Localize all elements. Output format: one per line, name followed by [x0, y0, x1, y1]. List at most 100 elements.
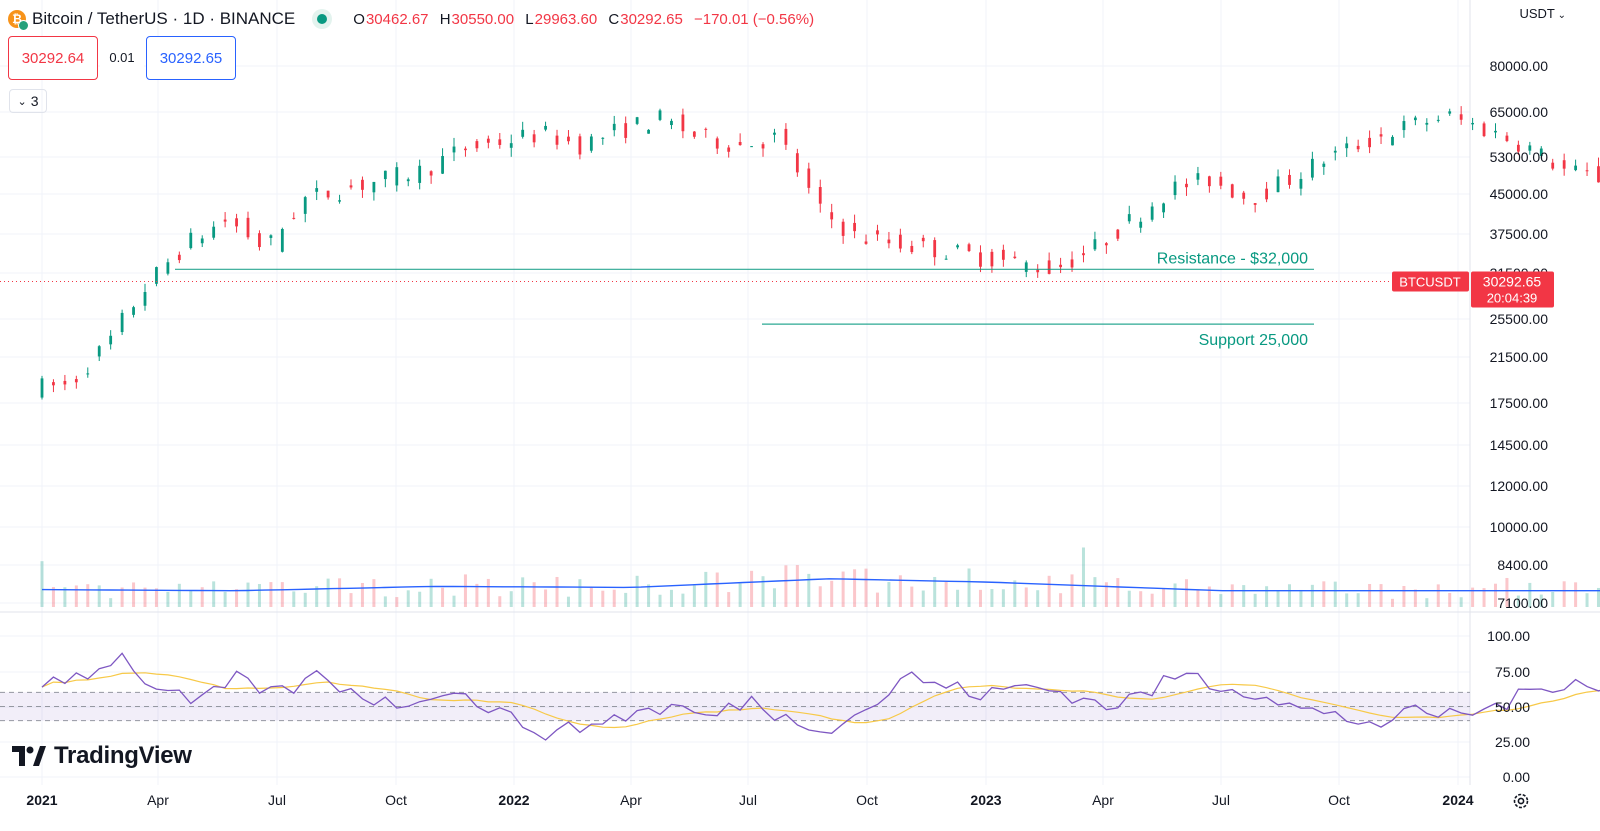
candle: [486, 135, 490, 149]
candle-body: [1471, 122, 1475, 125]
candle-body: [727, 147, 731, 152]
volume-bar: [1379, 584, 1383, 607]
candle-body: [372, 181, 376, 193]
gear-icon[interactable]: [1511, 791, 1531, 811]
candle-body: [635, 117, 639, 124]
candle: [86, 367, 90, 378]
candle-body: [1093, 239, 1097, 250]
candle: [1516, 140, 1520, 155]
volume-bar: [898, 575, 902, 607]
volume-bar: [303, 592, 307, 607]
volume-bar: [738, 583, 742, 607]
candle: [1207, 175, 1211, 193]
volume-bar: [669, 589, 673, 607]
candle-body: [1219, 176, 1223, 186]
candle-body: [1276, 176, 1280, 193]
candle: [853, 214, 856, 239]
candle: [109, 330, 113, 350]
volume-bar: [509, 591, 513, 607]
candle-body: [864, 241, 868, 244]
volume-bar: [338, 578, 342, 607]
candle-body: [1482, 123, 1486, 137]
candle-body: [670, 120, 673, 126]
grid: [0, 0, 1600, 785]
volume-bar: [1551, 592, 1555, 607]
candle: [395, 162, 399, 192]
candle-body: [1242, 192, 1246, 199]
candle-body: [509, 143, 513, 148]
candle-body: [1368, 137, 1371, 148]
candle-body: [795, 153, 799, 173]
volume-bar: [1024, 587, 1028, 607]
symbol-header[interactable]: ₿ Bitcoin / TetherUS · 1D · BINANCE O304…: [8, 6, 821, 32]
volume-bar: [761, 576, 765, 607]
candle-body: [395, 167, 399, 186]
candle-body: [704, 128, 708, 130]
volume-bar: [1127, 590, 1131, 607]
candle: [727, 145, 731, 158]
candle: [1082, 245, 1085, 263]
volume-bar: [441, 587, 445, 607]
candle-body: [338, 200, 341, 202]
candle: [979, 245, 982, 273]
candle-body: [177, 254, 181, 261]
candle-body: [738, 141, 742, 146]
volume-bar: [910, 586, 914, 607]
candle-body: [406, 179, 410, 182]
sell-price-button[interactable]: 30292.64: [8, 36, 98, 80]
volume-pane: [40, 547, 1600, 607]
candle-body: [910, 245, 914, 253]
candle: [704, 127, 708, 138]
candle: [1230, 183, 1234, 199]
candle: [795, 148, 799, 177]
candle-body: [303, 197, 307, 214]
volume-bar: [1436, 584, 1440, 607]
volume-bar: [864, 568, 868, 607]
candle-body: [1207, 176, 1211, 187]
currency-selector[interactable]: USDT ⌄: [1519, 6, 1566, 21]
candle: [361, 176, 364, 198]
price-axis-label: 8400.00: [1497, 557, 1548, 573]
candle-body: [269, 235, 273, 238]
candle: [601, 137, 605, 145]
candle-body: [967, 244, 971, 252]
tradingview-logo[interactable]: TradingView: [12, 742, 192, 770]
candle: [1104, 242, 1108, 254]
candle: [1402, 115, 1406, 138]
volume-bar: [1287, 584, 1291, 607]
bitcoin-icon: ₿: [8, 10, 29, 31]
time-axis-label: 2021: [26, 792, 57, 808]
candle-body: [1265, 188, 1268, 200]
candle: [52, 379, 55, 393]
symbol-title[interactable]: Bitcoin / TetherUS · 1D · BINANCE: [32, 9, 296, 28]
candle: [807, 162, 811, 194]
volume-bar: [1001, 589, 1005, 607]
volume-bar: [1459, 597, 1463, 607]
candle: [1310, 151, 1314, 181]
volume-bar: [601, 590, 605, 607]
volume-bar: [692, 585, 696, 607]
candle-body: [658, 110, 662, 120]
candle-body: [109, 335, 113, 345]
candle: [1253, 203, 1257, 213]
volume-bar: [944, 581, 948, 607]
candle-body: [1574, 165, 1578, 171]
candle-body: [1459, 114, 1463, 120]
candle-body: [578, 136, 582, 155]
volume-bar: [74, 585, 78, 607]
candle: [235, 213, 238, 233]
rsi-pane: [0, 652, 1600, 741]
candle-body: [876, 230, 879, 235]
price-axis-label: 7100.00: [1497, 595, 1548, 611]
volume-bar: [727, 592, 731, 607]
indicators-toggle[interactable]: ⌄ 3: [9, 89, 47, 113]
candle-body: [1139, 221, 1143, 228]
volume-bar: [841, 571, 845, 607]
buy-price-button[interactable]: 30292.65: [146, 36, 236, 80]
volume-bar: [1333, 581, 1337, 607]
candle-body: [1162, 203, 1165, 213]
candle-body: [532, 134, 536, 143]
change-value: −170.01 (−0.56%): [693, 10, 815, 28]
support-resistance[interactable]: Resistance - $32,000 Support 25,000: [0, 250, 1470, 349]
